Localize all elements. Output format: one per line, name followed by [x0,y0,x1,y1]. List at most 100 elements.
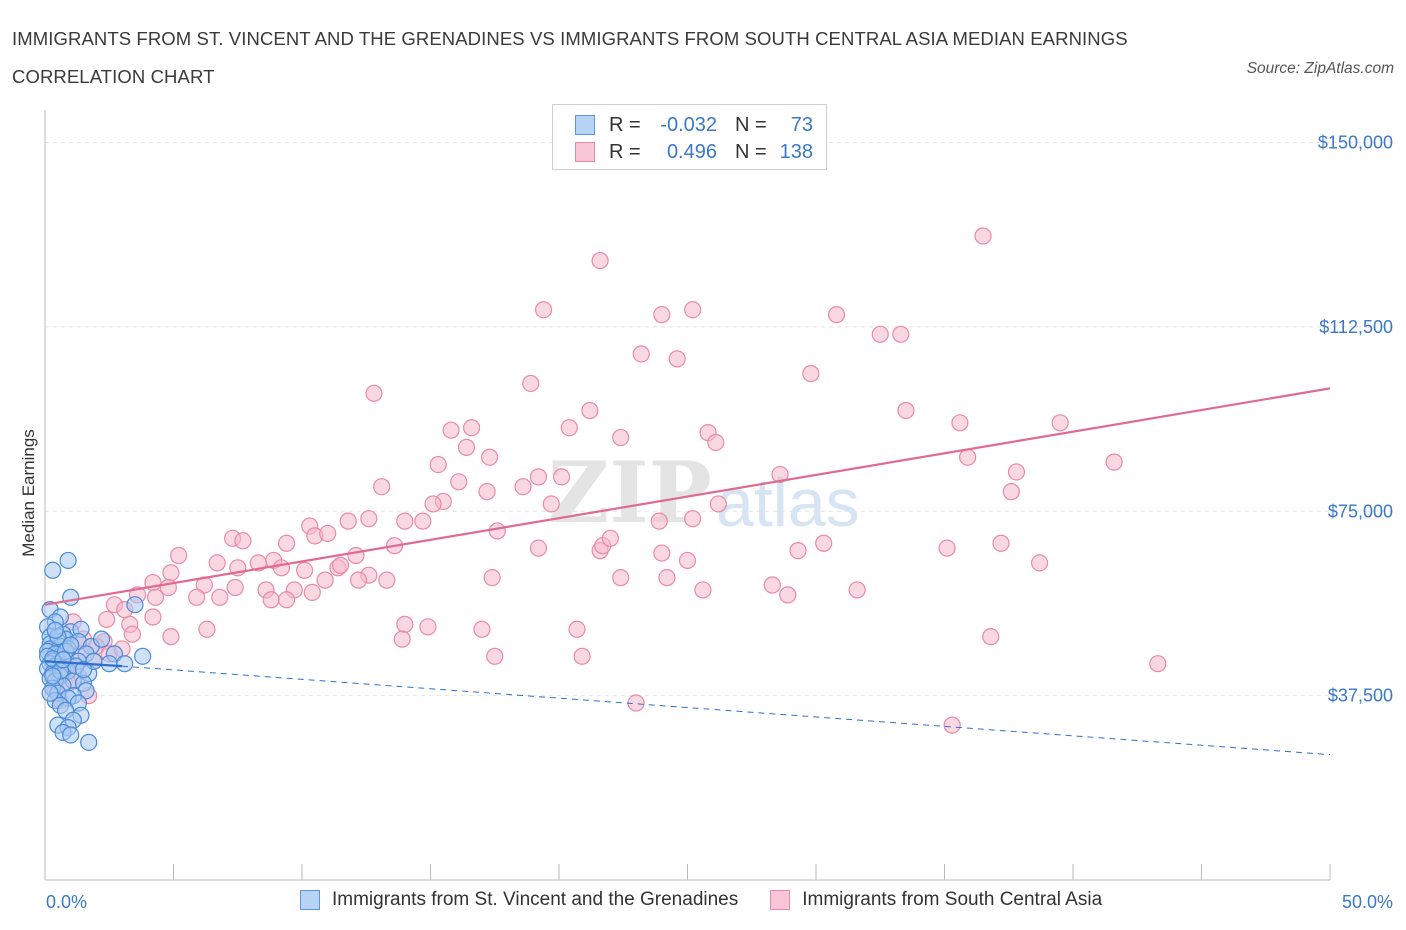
blue-data-point [126,596,144,614]
pink-data-point [450,473,468,491]
pink-data-point [560,419,578,437]
pink-data-point [262,591,280,609]
legend-row-blue: R = -0.032 N = 73 [575,113,813,137]
pink-data-point [959,448,977,466]
blue-trend-line-dashed [122,665,1331,756]
pink-data-point [1051,414,1069,432]
pink-data-point [488,522,506,540]
legend-n-label: N = [735,140,767,163]
pink-data-point [249,554,267,572]
legend-swatch-blue [575,115,595,135]
pink-data-point [419,618,437,636]
correlation-legend: R = -0.032 N = 73 R = 0.496 N = 138 [552,104,827,170]
pink-data-point [331,556,350,574]
pink-data-point [653,544,671,562]
blue-data-point [74,660,93,679]
series-legend-item-pink: Immigrants from South Central Asia [770,889,1102,911]
pink-data-point [463,419,481,437]
blue-data-point [44,561,62,579]
pink-data-point [684,510,702,528]
blue-data-point [62,726,80,744]
pink-data-point [779,586,797,604]
pink-data-point [658,569,676,587]
trend-lines [44,387,1331,756]
legend-row-pink: R = 0.496 N = 138 [575,140,813,164]
pink-data-point [198,620,216,638]
blue-trend-line-solid [44,660,123,668]
pink-data-point [612,428,630,447]
pink-data-point [277,591,296,609]
pink-data-point [272,559,291,577]
pink-data-point [871,325,889,343]
blue-data-point [54,651,72,669]
pink-data-point [709,495,727,513]
pink-data-point [146,588,165,606]
pink-data-point [473,620,491,638]
pink-data-point [684,301,702,319]
pink-data-point [1030,554,1049,572]
pink-data-point [483,569,501,587]
pink-data-point [486,647,504,665]
blue-data-point [100,655,118,673]
pink-data-point [170,546,188,565]
pink-data-point [429,455,447,474]
pink-data-point [848,581,866,599]
pink-data-point [982,628,1000,646]
chart-title: IMMIGRANTS FROM ST. VINCENT AND THE GREN… [12,28,1128,87]
series-legend-item-blue: Immigrants from St. Vincent and the Gren… [300,889,738,911]
source-label: Source: ZipAtlas.com [1246,60,1394,77]
pink-data-point [1007,463,1026,481]
pink-data-point [943,716,961,734]
y-tick-label: $75,000 [1328,501,1393,521]
pink-data-point [1149,655,1167,673]
series-swatch-blue [300,890,320,910]
pink-data-point [478,483,496,501]
pink-data-point [529,539,548,557]
pink-data-point [897,401,915,420]
pink-data-point [568,620,586,638]
pink-data-point [162,628,180,646]
pink-data-point [396,615,414,633]
pink-data-point [974,227,992,245]
pink-data-point [632,345,650,363]
series-name-pink: Immigrants from South Central Asia [802,889,1103,910]
legend-swatch-pink [575,142,595,162]
y-tick-label: $37,500 [1328,686,1393,706]
pink-data-point [802,365,820,383]
pink-data-point [442,421,460,439]
pink-data-point [98,610,116,629]
pink-data-point [763,576,781,594]
pink-data-point [457,438,476,456]
pink-data-point [1105,453,1123,471]
pink-data-point [827,306,846,324]
pink-data-point [373,478,391,496]
pink-data-point [529,468,548,486]
pink-data-point [144,608,162,626]
series-swatch-pink [770,890,791,910]
pink-data-point [514,478,532,496]
blue-data-point [41,684,59,702]
pink-data-point [319,524,337,543]
legend-r-label: R = [609,140,641,163]
axes [44,110,1331,881]
x-tick-label-max: 50.0% [1342,892,1393,912]
pink-data-point [581,401,599,420]
pink-data-point [522,374,540,393]
pink-data-point [211,588,229,606]
pink-data-point [277,534,296,552]
pink-data-point [123,625,141,643]
pink-data-point [707,433,725,452]
y-axis-label: Median Earnings [19,429,38,557]
pink-data-point [316,571,334,589]
watermark-zip: ZIP [548,443,712,542]
pink-data-point [162,564,180,582]
pink-data-point [542,495,560,513]
pink-data-point [481,448,499,466]
pink-data-point [347,546,365,565]
pink-data-point [892,325,910,343]
y-tick-labels: $37,500 $75,000 $112,500 $150,000 [1318,133,1393,706]
pink-data-point [653,306,671,324]
pink-data-point [601,529,620,547]
pink-data-point [668,350,686,368]
